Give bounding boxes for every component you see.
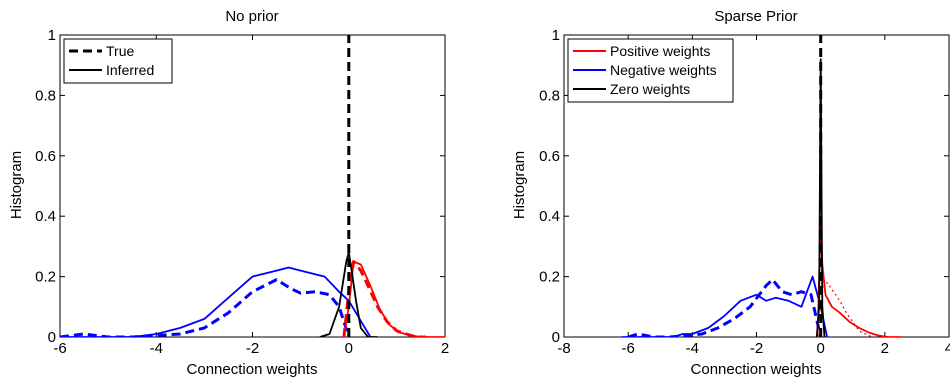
- x-tick-label: 4: [945, 340, 950, 357]
- series-line: [319, 251, 378, 337]
- axes-box: [59, 34, 446, 338]
- legend-label: Zero weights: [610, 81, 690, 97]
- series-line: [621, 275, 828, 337]
- series-line: [343, 260, 445, 337]
- y-axis-label: Histogram: [8, 151, 25, 219]
- y-axis-label: Histogram: [511, 151, 528, 219]
- panel-sparse-prior: Sparse Prior Connection weights Histogra…: [511, 8, 950, 377]
- x-tick-label: -8: [557, 340, 570, 357]
- panel-no-prior: No prior Connection weights Histogram -6…: [8, 8, 449, 377]
- legend-box: [567, 38, 734, 103]
- x-tick-label: -2: [750, 340, 763, 357]
- series-group: [60, 35, 445, 337]
- y-tick-label: 0.4: [539, 208, 560, 225]
- legend-label: Negative weights: [610, 62, 717, 78]
- x-tick-label: -6: [621, 340, 634, 357]
- y-tick-label: 0.2: [35, 269, 56, 286]
- y-tick-label: 0.6: [539, 148, 560, 165]
- x-tick-label: 2: [441, 340, 449, 357]
- chart-title: No prior: [225, 8, 278, 25]
- y-tick-label: 0.4: [35, 208, 56, 225]
- series-line: [60, 266, 372, 337]
- series-line: [627, 278, 823, 337]
- legend: True Inferred: [63, 38, 173, 84]
- legend: Positive weights Negative weights Zero wei…: [567, 38, 734, 103]
- legend-box: [63, 38, 173, 84]
- x-tick-label: 2: [881, 340, 889, 357]
- legend-label: True: [106, 43, 134, 59]
- y-tick-label: 0.2: [539, 269, 560, 286]
- y-tick-label: 0.6: [35, 148, 56, 165]
- legend-label: Inferred: [106, 62, 154, 78]
- legend-label: Positive weights: [610, 43, 710, 59]
- chart-title: Sparse Prior: [714, 8, 797, 25]
- x-tick-label: -4: [686, 340, 699, 357]
- series-line: [60, 278, 351, 337]
- x-tick-label: -6: [53, 340, 66, 357]
- x-tick-label: 0: [816, 340, 824, 357]
- y-tick-label: 1: [552, 27, 560, 44]
- y-tick-label: 0.8: [35, 87, 56, 104]
- series-group: [621, 35, 901, 337]
- series-line: [815, 58, 826, 337]
- y-tick-label: 0.8: [539, 87, 560, 104]
- plot-area: -6 -4 -2 0 2 0 0.2 0.4 0.6 0.8 1: [35, 27, 449, 357]
- series-line: [820, 282, 873, 337]
- x-tick-label: -2: [246, 340, 259, 357]
- x-axis-label: Connection weights: [691, 361, 822, 377]
- x-tick-label: -4: [150, 340, 163, 357]
- x-tick-label: 0: [345, 340, 353, 357]
- x-axis-label: Connection weights: [187, 361, 318, 377]
- y-tick-label: 1: [48, 27, 56, 44]
- y-tick-label: 0: [48, 329, 56, 346]
- plot-area: -8 -6 -4 -2 0 2 4 0 0.2 0.4 0.6 0.8 1: [539, 27, 950, 357]
- y-tick-label: 0: [552, 329, 560, 346]
